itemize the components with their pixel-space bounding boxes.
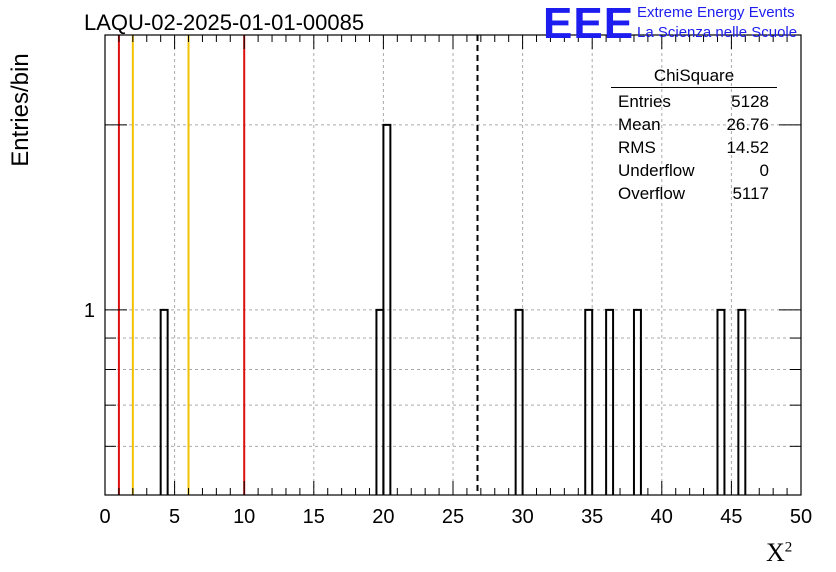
- y-axis-label: Entries/bin: [7, 53, 34, 167]
- stats-row: Entries 5128: [611, 90, 777, 113]
- x-axis-label-text: X: [766, 538, 785, 567]
- histogram-bar: [737, 308, 747, 495]
- histogram-bar: [632, 308, 642, 495]
- eee-logo: EEE: [543, 0, 635, 48]
- y-tick-label: 1: [84, 300, 95, 322]
- stats-label: Overflow: [618, 184, 686, 203]
- stats-row: Mean 26.76: [611, 113, 777, 136]
- axis-ticks: [104, 35, 802, 495]
- x-tick-label: 30: [511, 506, 533, 528]
- histogram-bar: [382, 123, 392, 495]
- histogram-bar: [514, 308, 524, 495]
- stats-value: 5128: [731, 92, 769, 111]
- x-tick-label: 35: [581, 506, 603, 528]
- x-tick-label: 10: [233, 506, 255, 528]
- stats-rows: Entries 5128 Mean 26.76 RMS 14.52 Underflow 0 Ov…: [611, 90, 777, 205]
- stats-row: Underflow 0: [611, 159, 777, 182]
- x-axis-label-sup: 2: [784, 539, 793, 556]
- stats-box: ChiSquare Entries 5128 Mean 26.76 RMS 14.52 Un…: [611, 66, 777, 205]
- stats-title: ChiSquare: [611, 66, 777, 88]
- stats-row: RMS 14.52: [611, 136, 777, 159]
- histogram-bar: [159, 308, 169, 495]
- x-tick-label: 40: [651, 506, 673, 528]
- stats-label: Underflow: [618, 161, 695, 180]
- x-axis-label: X2: [766, 538, 792, 568]
- stats-value: 5117: [732, 184, 769, 203]
- logo-line-1: Extreme Energy Events: [637, 4, 795, 21]
- marker-lines: [117, 35, 479, 495]
- logo-line-2: La Scienza nelle Scuole: [637, 24, 798, 41]
- stats-value: 0: [759, 161, 769, 180]
- x-tick-label: 20: [372, 506, 394, 528]
- tick-labels: 0 5 10 15 20 25 30 35 40 45 50 1: [84, 300, 812, 528]
- stats-label: Entries: [618, 92, 671, 111]
- stats-row: Overflow 5117: [611, 182, 777, 205]
- stats-label: Mean: [618, 115, 661, 134]
- histogram-bar: [605, 308, 615, 495]
- histogram-bars: [159, 123, 747, 495]
- x-tick-label: 25: [442, 506, 464, 528]
- x-tick-label: 5: [169, 506, 180, 528]
- chart-title: LAQU-02-2025-01-01-00085: [84, 10, 365, 35]
- histogram-bar: [584, 308, 594, 495]
- x-tick-label: 15: [303, 506, 325, 528]
- stats-value: 14.52: [726, 138, 769, 157]
- x-tick-label: 45: [720, 506, 742, 528]
- x-tick-label: 50: [790, 506, 812, 528]
- x-tick-label: 0: [99, 506, 110, 528]
- stats-value: 26.76: [726, 115, 769, 134]
- histogram-bar: [716, 308, 726, 495]
- stats-label: RMS: [618, 138, 656, 157]
